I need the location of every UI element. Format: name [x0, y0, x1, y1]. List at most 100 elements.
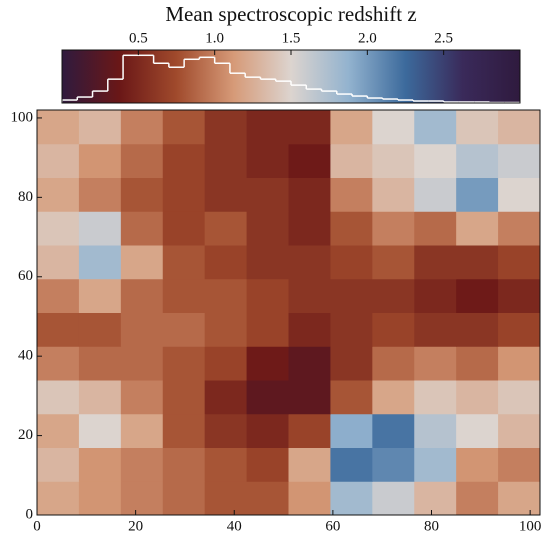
- cell: [456, 447, 499, 482]
- cell: [414, 211, 457, 246]
- cell: [372, 481, 415, 516]
- x-tick-label: 60: [325, 518, 340, 534]
- cell: [162, 143, 206, 178]
- cell: [456, 245, 499, 280]
- cell: [78, 312, 122, 347]
- cell: [372, 346, 415, 381]
- cell: [37, 447, 80, 482]
- cell: [372, 110, 415, 145]
- cell: [37, 481, 80, 516]
- cell: [456, 177, 499, 212]
- cell: [498, 380, 541, 415]
- cell: [246, 380, 289, 415]
- cell: [204, 177, 248, 212]
- cell: [330, 211, 373, 246]
- cell: [246, 110, 289, 145]
- cell: [37, 110, 80, 145]
- cell: [120, 481, 164, 516]
- cell: [372, 143, 415, 178]
- cell: [78, 380, 122, 415]
- cell: [120, 346, 164, 381]
- colorbar: [62, 50, 520, 103]
- cell: [37, 143, 80, 178]
- cell: [162, 245, 206, 280]
- cell: [204, 380, 248, 415]
- cell: [78, 211, 122, 246]
- cell: [162, 110, 206, 145]
- cell: [288, 143, 331, 178]
- cell: [456, 312, 499, 347]
- plot-frame: [36, 109, 541, 516]
- cell: [330, 447, 373, 482]
- cell: [330, 481, 373, 516]
- cell: [498, 177, 541, 212]
- cell: [498, 413, 541, 448]
- cell: [288, 413, 331, 448]
- cell: [246, 143, 289, 178]
- cell: [288, 110, 331, 145]
- cell: [330, 245, 373, 280]
- cell: [498, 346, 541, 381]
- cell: [37, 177, 80, 212]
- cell: [498, 312, 541, 347]
- cell: [414, 245, 457, 280]
- cell: [498, 245, 541, 280]
- cell: [456, 110, 499, 145]
- cell: [414, 346, 457, 381]
- cell: [456, 211, 499, 246]
- y-tick-label: 0: [26, 506, 34, 522]
- cell: [414, 413, 457, 448]
- cell: [330, 278, 373, 313]
- colorbar-tick-label: 0.5: [129, 30, 148, 46]
- cell: [120, 312, 164, 347]
- y-tick-label: 80: [18, 189, 33, 205]
- cell: [78, 143, 122, 178]
- cell: [78, 413, 122, 448]
- cell: [162, 346, 206, 381]
- cell: [120, 278, 164, 313]
- cell: [288, 312, 331, 347]
- cell: [120, 447, 164, 482]
- cell: [498, 481, 541, 516]
- colorbar-tick-label: 1.5: [282, 30, 301, 46]
- cell: [330, 346, 373, 381]
- cell: [372, 211, 415, 246]
- cell: [456, 481, 499, 516]
- cell: [372, 312, 415, 347]
- cell: [330, 110, 373, 145]
- cell: [288, 177, 331, 212]
- cell: [120, 413, 164, 448]
- cell: [162, 177, 206, 212]
- cell: [372, 245, 415, 280]
- x-tick-label: 40: [227, 518, 242, 534]
- cell: [120, 110, 164, 145]
- cell: [120, 380, 164, 415]
- cell: [37, 413, 80, 448]
- cell: [330, 413, 373, 448]
- cell: [498, 110, 541, 145]
- cell: [414, 278, 457, 313]
- x-tick-label: 0: [33, 518, 41, 534]
- y-tick-label: 100: [11, 109, 34, 125]
- cell: [330, 143, 373, 178]
- chart-title: Mean spectroscopic redshift z: [165, 2, 416, 26]
- cell: [288, 245, 331, 280]
- cell: [246, 413, 289, 448]
- cell: [37, 312, 80, 347]
- cell: [288, 346, 331, 381]
- colorbar-tick-label: 2.0: [358, 30, 377, 46]
- cell: [78, 447, 122, 482]
- cell: [37, 245, 80, 280]
- cell: [456, 278, 499, 313]
- cell: [456, 413, 499, 448]
- cell: [78, 110, 122, 145]
- cell: [456, 380, 499, 415]
- cell: [204, 245, 248, 280]
- cell: [204, 447, 248, 482]
- cell: [456, 346, 499, 381]
- y-tick-label: 60: [18, 268, 33, 284]
- cell: [204, 143, 248, 178]
- cell: [37, 278, 80, 313]
- cell: [288, 380, 331, 415]
